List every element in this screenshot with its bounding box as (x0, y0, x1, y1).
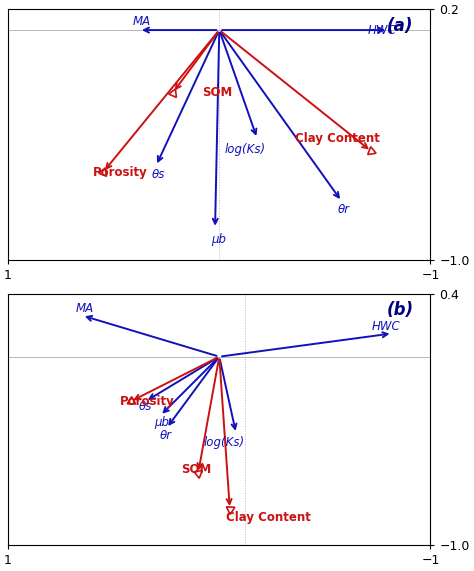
Text: Clay Content: Clay Content (295, 132, 380, 145)
Text: μb: μb (154, 416, 169, 429)
Text: θr: θr (338, 203, 350, 216)
Text: Porosity: Porosity (92, 166, 147, 179)
Text: HWC: HWC (368, 23, 397, 37)
Text: Porosity: Porosity (120, 395, 175, 408)
Text: θs: θs (152, 168, 165, 181)
Text: log(Ks): log(Ks) (225, 143, 266, 156)
Text: MA: MA (133, 15, 151, 28)
Text: θr: θr (160, 429, 172, 442)
Text: SOM: SOM (202, 86, 233, 99)
Text: Clay Content: Clay Content (226, 512, 310, 524)
Text: SOM: SOM (181, 463, 211, 476)
Text: MA: MA (76, 302, 94, 315)
Text: θs: θs (139, 400, 153, 413)
Text: HWC: HWC (372, 320, 401, 333)
Text: (a): (a) (387, 17, 413, 35)
Text: (b): (b) (386, 301, 413, 320)
Text: log(Ks): log(Ks) (203, 436, 245, 449)
Text: μb: μb (211, 232, 226, 246)
